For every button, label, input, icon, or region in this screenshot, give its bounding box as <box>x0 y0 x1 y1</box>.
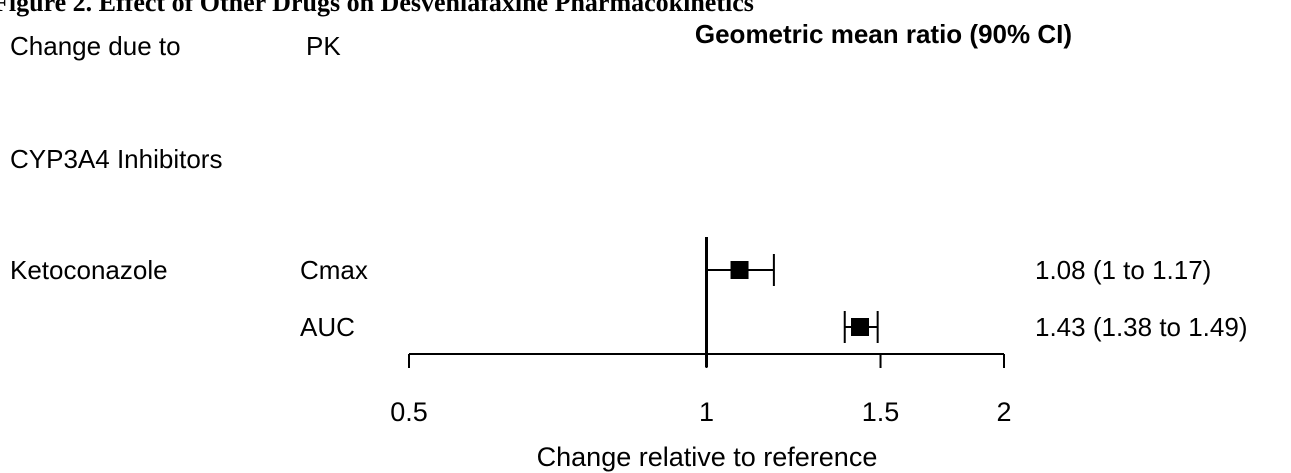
point-estimate <box>851 318 870 336</box>
forest-row: AUC 1.43 (1.38 to 1.49) <box>300 311 1247 343</box>
group-label: CYP3A4 Inhibitors <box>10 144 222 174</box>
drug-column-header: Change due to <box>10 31 181 61</box>
pk-label: AUC <box>300 312 355 342</box>
pk-column-header: PK <box>306 31 341 61</box>
point-estimate <box>730 261 749 279</box>
x-axis-label: Change relative to reference <box>537 442 878 472</box>
drug-label: Ketoconazole <box>10 255 168 285</box>
ratio-column-header: Geometric mean ratio (90% CI) <box>695 19 1072 49</box>
x-tick-label: 1.5 <box>862 397 900 427</box>
x-tick-label: 1 <box>699 397 714 427</box>
figure-title: Figure 2. Effect of Other Drugs on Desve… <box>0 0 754 17</box>
x-tick-label: 0.5 <box>390 397 428 427</box>
x-tick-label: 2 <box>996 397 1011 427</box>
pk-label: Cmax <box>300 255 368 285</box>
ci-value-label: 1.43 (1.38 to 1.49) <box>1035 312 1247 342</box>
ci-value-label: 1.08 (1 to 1.17) <box>1035 255 1211 285</box>
forest-row: Ketoconazole Cmax 1.08 (1 to 1.17) <box>10 254 1211 286</box>
